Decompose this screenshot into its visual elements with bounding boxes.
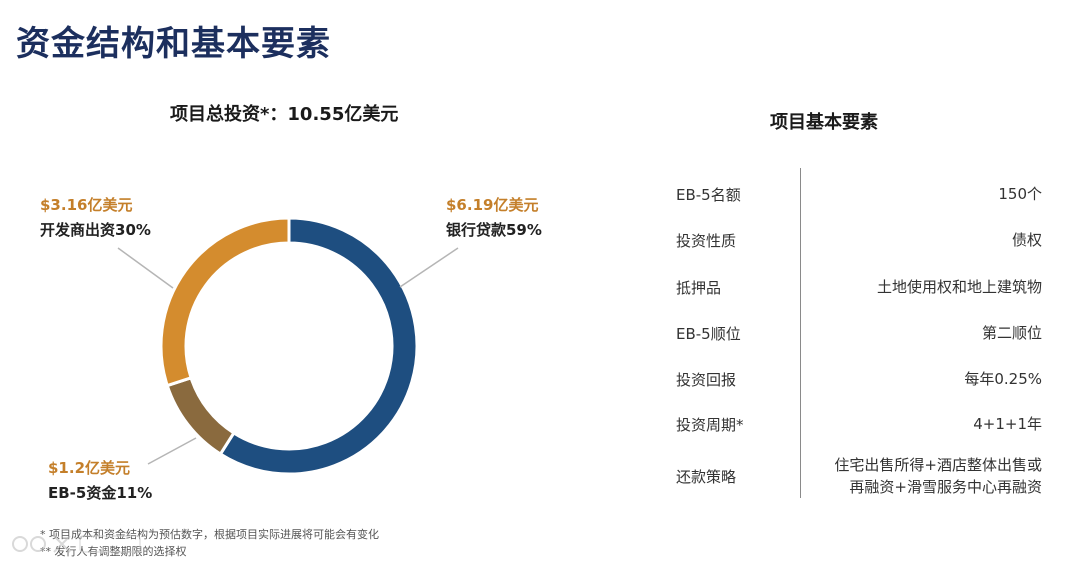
row-value-line: 住宅出售所得+酒店整体出售或 <box>834 456 1042 474</box>
slice-desc-bank-loan: 银行贷款59% <box>446 221 542 239</box>
slice-desc-developer: 开发商出资30% <box>40 221 151 239</box>
row-key: 投资周期* <box>676 415 744 434</box>
footnote-1: * 项目成本和资金结构为预估数字，根据项目实际进展将可能会有变化 <box>40 528 379 541</box>
page-title: 资金结构和基本要素 <box>16 24 331 64</box>
table-row: EB-5顺位 第二顺位 <box>676 313 1042 353</box>
row-value: 4+1+1年 <box>973 415 1042 433</box>
table-row: 投资周期* 4+1+1年 <box>676 404 1042 444</box>
table-row: EB-5名额 150个 <box>676 174 1042 214</box>
table-row: 还款策略 住宅出售所得+酒店整体出售或 再融资+滑雪服务中心再融资 <box>676 454 1042 498</box>
row-value: 债权 <box>1011 231 1042 249</box>
leader-line-eb5 <box>147 437 197 465</box>
slice-amount-bank-loan: $6.19亿美元 <box>446 196 539 214</box>
leader-line-developer <box>117 247 174 289</box>
row-key: EB-5顺位 <box>676 324 741 343</box>
table-title: 项目基本要素 <box>770 112 878 133</box>
row-key: 还款策略 <box>676 467 737 486</box>
row-key: 投资性质 <box>676 231 737 250</box>
row-value-line: 再融资+滑雪服务中心再融资 <box>849 478 1042 496</box>
row-value: 每年0.25% <box>964 370 1042 388</box>
row-value: 第二顺位 <box>981 324 1042 342</box>
slice-label-developer: $3.16亿美元 开发商出资30% <box>40 194 151 240</box>
chart-title: 项目总投资*：10.55亿美元 <box>170 104 399 125</box>
leader-line-bank-loan <box>399 247 459 288</box>
row-key: EB-5名额 <box>676 185 741 204</box>
row-value: 土地使用权和地上建筑物 <box>876 278 1042 296</box>
donut-slice-developer <box>159 216 291 388</box>
table-row: 投资性质 债权 <box>676 220 1042 260</box>
row-key: 抵押品 <box>676 278 722 297</box>
slice-label-eb5: $1.2亿美元 EB-5资金11% <box>48 457 152 503</box>
slice-amount-developer: $3.16亿美元 <box>40 196 133 214</box>
donut-chart <box>117 216 459 476</box>
table-row: 抵押品 土地使用权和地上建筑物 <box>676 267 1042 307</box>
table-divider <box>800 168 801 498</box>
row-key: 投资回报 <box>676 370 737 389</box>
table-row: 投资回报 每年0.25% <box>676 359 1042 399</box>
slice-desc-eb5: EB-5资金11% <box>48 484 153 502</box>
row-value: 住宅出售所得+酒店整体出售或 再融资+滑雪服务中心再融资 <box>834 454 1042 498</box>
slice-amount-eb5: $1.2亿美元 <box>48 459 131 477</box>
watermark-logo <box>12 535 141 553</box>
row-value: 150个 <box>998 185 1042 203</box>
donut-slice-eb5 <box>165 375 236 457</box>
donut-slice-bank-loan <box>218 216 419 476</box>
slice-label-bank-loan: $6.19亿美元 银行贷款59% <box>446 194 542 240</box>
